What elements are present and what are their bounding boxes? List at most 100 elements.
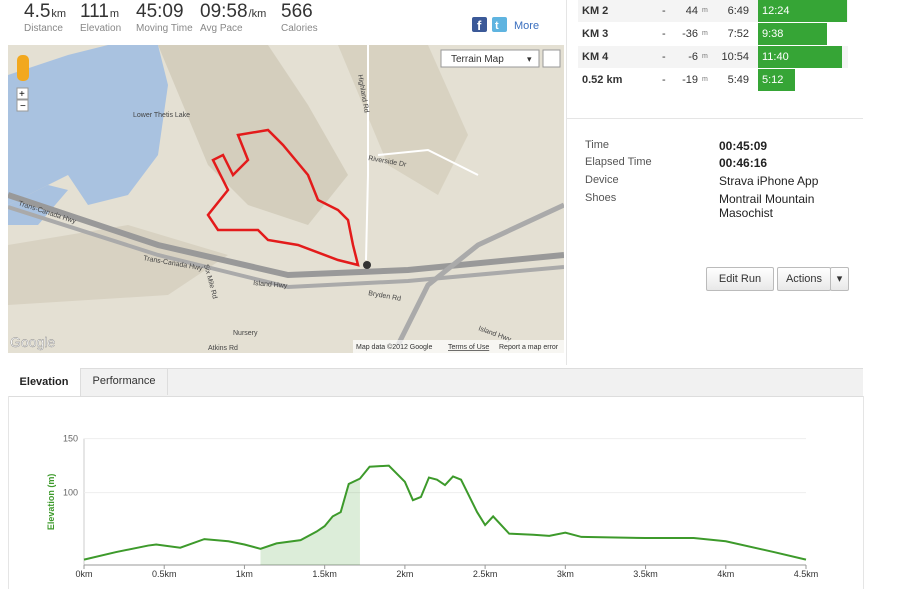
split-row: KM 2 - 44 m 6:49 12:24 [578, 0, 848, 22]
x-tick-label: 4.5km [794, 569, 819, 579]
x-tick-label: 1km [236, 569, 253, 579]
map-label: Island Hwy [253, 280, 288, 290]
split-time: 7:52 [727, 28, 749, 40]
actions-button[interactable]: Actions [777, 267, 831, 291]
x-tick-label: 0km [75, 569, 92, 579]
split-name: KM 2 [582, 5, 609, 17]
split-unit: m [702, 76, 708, 83]
detail-value: 00:45:09 [719, 139, 768, 153]
map: Terrain Map ▾ +− Lower Thetis LakeTrans-… [8, 45, 564, 353]
x-tick-label: 3km [557, 569, 574, 579]
map-report[interactable]: Report a map error [499, 344, 559, 351]
split-name: 0.52 km [582, 74, 623, 86]
detail-label: Shoes [585, 192, 617, 204]
split-pace: 5:12 [762, 74, 784, 86]
stat-value: 111 [80, 1, 109, 22]
map-label: Nursery [233, 330, 258, 337]
highlight-area [260, 478, 360, 565]
stat-value-line: 4.5km [24, 1, 66, 23]
pace-bar [758, 46, 842, 68]
map-attribution: Map data ©2012 Google [356, 343, 432, 351]
split-row: 0.52 km - -19 m 5:49 5:12 [578, 69, 848, 91]
detail-label: Elapsed Time [585, 156, 652, 168]
x-tick-label: 2km [396, 569, 413, 579]
stat-value: 45:09 [136, 1, 184, 22]
split-elev: -19 [682, 74, 698, 86]
tab[interactable]: Performance [81, 368, 168, 395]
split-elev: -6 [688, 51, 698, 63]
split-pace: 11:40 [762, 51, 789, 63]
stat-value: 566 [281, 1, 313, 22]
stat-label: Distance [24, 23, 63, 34]
split-unit: m [702, 53, 708, 60]
split-dash: - [662, 74, 666, 86]
detail-label: Device [585, 174, 619, 186]
stat-value-line: 566 [281, 1, 318, 23]
detail-value: Montrail Mountain Masochist [719, 192, 815, 220]
stat-value-line: 111m [80, 1, 121, 23]
split-time: 6:49 [727, 5, 749, 17]
elevation-line [83, 464, 807, 561]
side-panel [566, 0, 864, 365]
divider [566, 118, 863, 119]
map-type-select[interactable]: Terrain Map [451, 54, 504, 65]
split-unit: m [702, 30, 708, 37]
detail-value: Strava iPhone App [719, 174, 819, 188]
stat-value: 4.5 [24, 1, 51, 22]
split-elev: -36 [682, 28, 698, 40]
share-icons[interactable]: f t [470, 16, 510, 34]
chart-panel [8, 396, 864, 589]
stat: 111m Elevation [80, 1, 121, 34]
map-logo: Google [10, 334, 55, 350]
svg-text:f: f [477, 18, 482, 33]
map-label: Lower Thetis Lake [133, 112, 190, 119]
stat: 566 Calories [281, 1, 318, 34]
split-time: 5:49 [727, 74, 749, 86]
stat-label: Calories [281, 23, 318, 34]
stat-value-line: 09:58/km [200, 1, 266, 23]
stat-unit: km [51, 8, 67, 20]
x-tick-label: 1.5km [312, 569, 337, 579]
stat: 09:58/km Avg Pace [200, 1, 266, 34]
edit-button[interactable]: Edit Run [706, 267, 774, 291]
y-tick-label: 100 [63, 488, 78, 498]
split-pace: 9:38 [762, 28, 784, 40]
split-dash: - [662, 28, 666, 40]
x-tick-label: 0.5km [152, 569, 177, 579]
svg-text:t: t [495, 20, 499, 32]
split-pace: 12:24 [762, 5, 790, 17]
y-tick-label: 150 [63, 434, 78, 444]
split-name: KM 4 [582, 51, 609, 63]
svg-text:+: + [19, 89, 25, 100]
x-tick-label: 2.5km [473, 569, 498, 579]
split-unit: m [702, 7, 708, 14]
actions-dropdown[interactable]: ▾ [830, 267, 849, 291]
more-link[interactable]: More [514, 20, 540, 32]
x-tick-label: 3.5km [633, 569, 658, 579]
map-terms[interactable]: Terms of Use [448, 344, 489, 351]
stat-unit: /km [248, 8, 267, 20]
map-label: Atkins Rd [208, 345, 238, 352]
tab-bar [8, 368, 863, 397]
stat-value: 09:58 [200, 1, 248, 22]
split-dash: - [662, 51, 666, 63]
stat: 45:09 Moving Time [136, 1, 193, 34]
pace-bar [758, 0, 848, 22]
split-time: 10:54 [721, 51, 749, 63]
detail-value: 00:46:16 [719, 156, 768, 170]
split-name: KM 3 [582, 28, 609, 40]
split-row: KM 4 - -6 m 10:54 11:40 [578, 46, 848, 68]
pace-bar [758, 69, 796, 91]
detail-label: Time [585, 139, 610, 151]
stat-label: Moving Time [136, 23, 193, 34]
stat: 4.5km Distance [24, 1, 66, 34]
stat-unit: m [109, 8, 120, 20]
y-axis-label: Elevation (m) [46, 474, 56, 531]
svg-text:−: − [20, 101, 26, 112]
tab[interactable]: Elevation [8, 368, 81, 396]
split-elev: 44 [685, 5, 698, 17]
stat-value-line: 45:09 [136, 1, 193, 23]
